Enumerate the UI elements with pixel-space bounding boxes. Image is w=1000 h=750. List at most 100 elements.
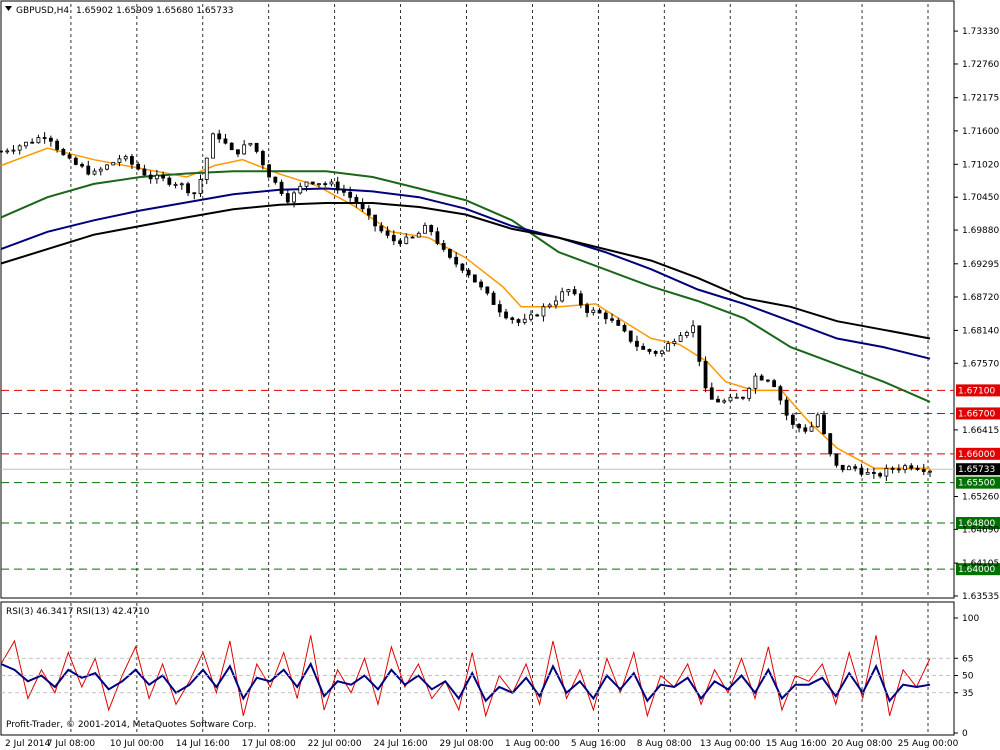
- candle-body: [871, 472, 876, 474]
- candle-body: [98, 168, 103, 172]
- candle-body: [610, 318, 614, 321]
- x-tick-label: 15 Aug 16:00: [766, 739, 827, 749]
- candle-body: [516, 319, 521, 323]
- candle-body: [635, 340, 639, 347]
- y-tick-label: 1.72760: [962, 60, 999, 70]
- candle-body: [285, 193, 290, 203]
- candle-body: [154, 174, 159, 180]
- price-axis: 1.73330 1.72760 1.72175 1.71600 1.71020 1.704…: [954, 27, 999, 602]
- candle-body: [323, 183, 328, 186]
- x-tick-label: 8 Aug 08:00: [637, 739, 692, 749]
- current-price-label: 1.65733: [958, 465, 995, 475]
- level-lines: 1.67100 1.66700 1.66000 1.65500 1.64800 1.640…: [1, 384, 1000, 576]
- candle-body: [797, 424, 801, 429]
- resistance-level-tag: [956, 407, 1000, 420]
- y-tick-label: 1.64105: [962, 559, 999, 569]
- candle-body: [834, 453, 839, 466]
- x-tick-label: 2 Jul 2014: [5, 739, 50, 749]
- candle-body: [117, 158, 122, 163]
- candle-body: [734, 396, 739, 399]
- candle-body: [628, 330, 633, 342]
- y-tick-label: 1.70450: [962, 193, 999, 203]
- candle-body: [915, 467, 920, 470]
- y-tick-label: 1.65260: [962, 493, 999, 503]
- candle-body: [921, 469, 926, 472]
- candle-body: [597, 309, 602, 314]
- y-tick-label: 1.69295: [962, 260, 999, 270]
- support-level-tag: [956, 476, 1000, 489]
- y-tick-label: 1.66415: [962, 426, 999, 436]
- rsi-tick-label: 0: [962, 729, 968, 739]
- candle-body: [784, 399, 789, 416]
- candle-body: [878, 473, 883, 477]
- candle-body: [24, 141, 28, 147]
- candle-body: [790, 414, 795, 425]
- candle-body: [578, 293, 583, 306]
- candle-body: [448, 248, 452, 258]
- candle-body: [236, 149, 240, 155]
- y-tick-label: 1.63535: [962, 592, 999, 602]
- candle-body: [317, 183, 321, 186]
- candle-body: [366, 208, 371, 216]
- rsi-tick-label: 50: [962, 672, 974, 682]
- candle-body: [722, 400, 727, 403]
- candle-body: [678, 335, 683, 342]
- candle-body: [890, 468, 895, 470]
- candle-body: [466, 269, 471, 276]
- candle-body: [348, 191, 353, 198]
- rsi13-line: [0, 661, 931, 703]
- candle-body: [454, 256, 459, 265]
- x-tick-label: 14 Jul 16:00: [176, 739, 230, 749]
- candle-body: [385, 230, 390, 236]
- current-price-tag: [956, 463, 1000, 476]
- support-level-tag: [956, 517, 1000, 530]
- resistance-level-label: 1.66700: [958, 409, 995, 419]
- candle-body: [641, 345, 646, 350]
- support-level-tag: [956, 563, 1000, 576]
- price-panel-frame: [0, 0, 955, 599]
- watermark: Profit-Trader, © 2001-2014, MetaQuotes S…: [6, 720, 256, 730]
- candle-body: [242, 144, 247, 155]
- resistance-level-label: 1.67100: [958, 386, 995, 396]
- candle-body: [666, 343, 671, 352]
- candle-body: [36, 137, 41, 144]
- candle-body: [335, 181, 340, 191]
- candle-body: [92, 170, 97, 175]
- candle-body: [435, 231, 440, 244]
- candle-body: [267, 164, 272, 178]
- candle-body: [73, 157, 78, 165]
- candle-body: [460, 263, 465, 271]
- candle-body: [672, 340, 677, 344]
- candle-body: [248, 142, 253, 146]
- candle-body: [859, 467, 864, 475]
- candle-body: [55, 140, 60, 150]
- candle-body: [416, 232, 421, 238]
- y-tick-label: 1.68720: [962, 293, 999, 303]
- resistance-level-label: 1.66000: [958, 450, 995, 460]
- candle-body: [472, 274, 477, 283]
- y-tick-label: 1.67570: [962, 359, 999, 369]
- candle-body: [560, 291, 565, 302]
- support-level-label: 1.64800: [958, 519, 995, 529]
- candle-body: [529, 314, 533, 320]
- candle-body: [136, 163, 141, 170]
- candle-body: [48, 137, 53, 142]
- rsi-lines: [0, 635, 931, 718]
- candle-body: [759, 375, 764, 381]
- candle-body: [423, 225, 427, 234]
- candle-body: [360, 203, 365, 210]
- chevron-down-icon[interactable]: [5, 6, 12, 11]
- candle-body: [161, 174, 166, 179]
- y-tick-label: 1.64690: [962, 525, 999, 535]
- candle-body: [603, 312, 608, 320]
- rsi-axis: 100 65 50 35 0: [1, 614, 979, 739]
- candle-body: [491, 292, 496, 305]
- y-tick-label: 1.71020: [962, 160, 999, 170]
- x-tick-label: 5 Aug 16:00: [571, 739, 626, 749]
- candle-body: [86, 165, 91, 175]
- candle-body: [884, 468, 889, 477]
- candle-body: [329, 181, 334, 185]
- candle-body: [535, 314, 540, 317]
